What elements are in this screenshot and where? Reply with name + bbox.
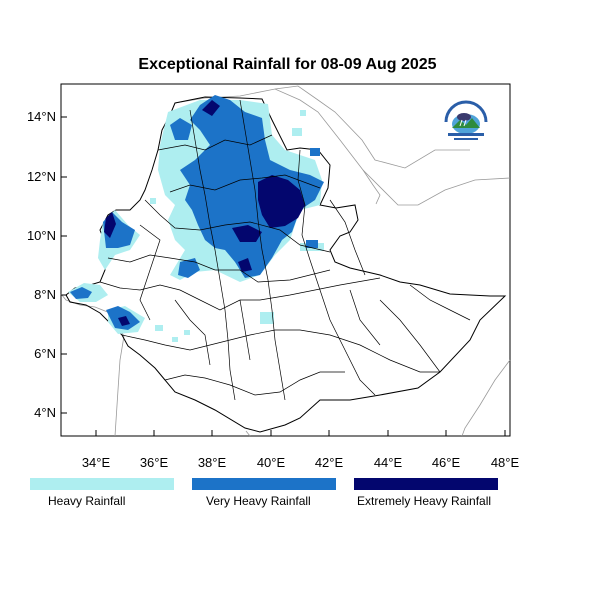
legend-swatch-very-heavy — [192, 478, 336, 490]
x-tick-labels: 34°E 36°E 38°E 40°E 42°E 44°E 46°E 48°E — [82, 455, 520, 470]
x-tick-label: 34°E — [82, 455, 111, 470]
y-tick-label: 10°N — [27, 228, 56, 243]
y-tick-label: 8°N — [34, 287, 56, 302]
legend-swatch-extremely-heavy — [354, 478, 498, 490]
x-tick-label: 36°E — [140, 455, 169, 470]
meteorology-agency-logo — [444, 100, 488, 140]
neighbour-borders — [60, 85, 511, 437]
x-tick-label: 46°E — [432, 455, 461, 470]
legend-label-very-heavy: Very Heavy Rainfall — [206, 494, 311, 508]
x-tick-label: 38°E — [198, 455, 227, 470]
map-title: Exceptional Rainfall for 08-09 Aug 2025 — [138, 56, 437, 73]
legend-swatch-heavy — [30, 478, 174, 490]
y-tick-label: 12°N — [27, 169, 56, 184]
legend-label-extremely-heavy: Extremely Heavy Rainfall — [357, 494, 492, 508]
legend-label-heavy: Heavy Rainfall — [48, 494, 126, 508]
x-tick-label: 44°E — [374, 455, 403, 470]
x-tick-label: 40°E — [257, 455, 286, 470]
y-tick-labels: 14°N 12°N 10°N 8°N 6°N 4°N — [27, 109, 56, 420]
admin-boundaries — [99, 99, 471, 401]
extremely-heavy-rainfall-area — [104, 100, 305, 326]
axis-ticks — [61, 116, 506, 436]
x-tick-label: 48°E — [491, 455, 520, 470]
very-heavy-rainfall-area — [70, 95, 324, 330]
y-tick-label: 6°N — [34, 346, 56, 361]
y-tick-label: 14°N — [27, 109, 56, 124]
y-tick-label: 4°N — [34, 405, 56, 420]
x-tick-label: 42°E — [315, 455, 344, 470]
